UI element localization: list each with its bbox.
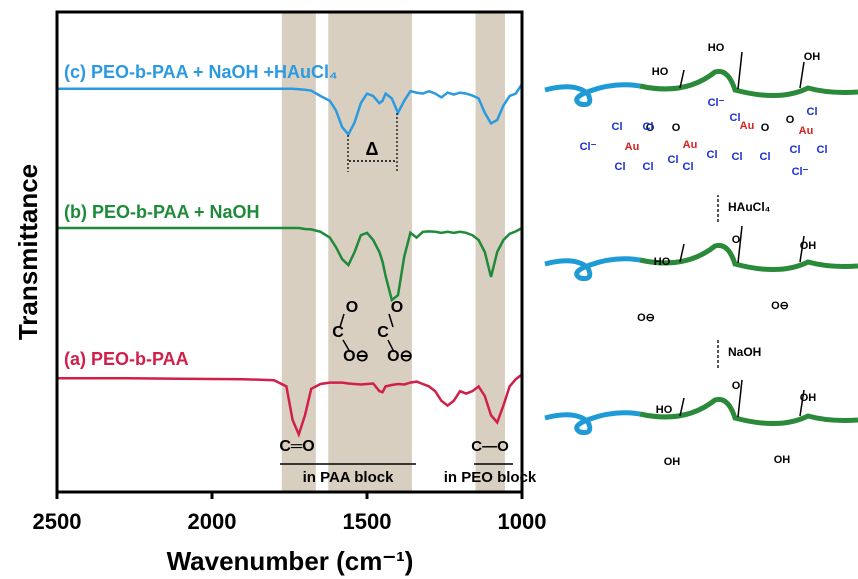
- scheme-label: Cl⁻: [580, 141, 597, 153]
- x-tick-label: 1500: [343, 509, 392, 534]
- annotation: in PAA block: [303, 469, 395, 486]
- side-group: [738, 52, 742, 89]
- series-label: (a) PEO-b-PAA: [64, 349, 189, 369]
- peo-chain: [545, 413, 640, 433]
- series-label: (c) PEO-b-PAA + NaOH +HAuCl₄: [64, 62, 338, 82]
- scheme-label: HO: [654, 256, 671, 268]
- scheme-label: Au: [625, 141, 640, 153]
- scheme-label: Cl: [615, 161, 626, 173]
- scheme-label: Cl: [760, 151, 771, 163]
- scheme-label: OH: [800, 240, 817, 252]
- x-tick-label: 2500: [33, 509, 82, 534]
- annotation: C: [332, 324, 344, 341]
- scheme-label: Cl: [790, 144, 801, 156]
- side-group: [800, 62, 804, 88]
- scheme-label: Cl: [730, 112, 741, 124]
- paa-chain: [640, 71, 858, 95]
- peo-chain: [545, 85, 640, 105]
- scheme-label: O: [761, 122, 770, 134]
- annotation: O⊖: [387, 348, 413, 365]
- scheme-label: O⊖: [637, 312, 655, 324]
- scheme-label: Cl: [817, 144, 828, 156]
- scheme-label: OH: [664, 456, 681, 468]
- scheme-label: Au: [799, 125, 814, 137]
- band: [476, 12, 505, 492]
- band: [282, 12, 316, 492]
- scheme-label: HO: [656, 404, 673, 416]
- scheme-label: O: [672, 122, 681, 134]
- scheme-label: HO: [708, 42, 725, 54]
- scheme-label: Cl: [707, 149, 718, 161]
- band: [328, 12, 412, 492]
- annotation: Δ: [366, 139, 379, 159]
- scheme-label: HO: [652, 66, 669, 78]
- x-tick-label: 1000: [498, 509, 547, 534]
- scheme-label: Cl⁻: [708, 97, 725, 109]
- annotation: in PEO block: [444, 469, 537, 486]
- scheme-label: Au: [740, 120, 755, 132]
- scheme-label: Au: [683, 139, 698, 151]
- annotation: O⊖: [343, 348, 369, 365]
- annotation: C═O: [279, 438, 314, 455]
- reagent: HAuCl₄: [728, 200, 771, 214]
- scheme-label: Cl: [643, 121, 654, 133]
- figure: Transmittance Wavenumber (cm⁻¹) 2500 2000…: [0, 0, 858, 579]
- paa-chain: [640, 245, 858, 269]
- annotation: O: [391, 299, 403, 316]
- scheme-label: OH: [804, 51, 821, 63]
- x-tick-label: 2000: [188, 509, 237, 534]
- scheme-label: Cl⁻: [792, 166, 809, 178]
- scheme-label: O: [732, 234, 741, 246]
- annotation: O: [346, 299, 358, 316]
- annotation: C—O: [471, 438, 509, 455]
- scheme-label: OH: [800, 392, 817, 404]
- y-axis-label: Transmittance: [13, 164, 43, 340]
- peo-chain: [545, 259, 640, 279]
- scheme-label: O⊖: [771, 300, 789, 312]
- scheme-label: O: [786, 114, 795, 126]
- scheme-label: Cl: [807, 106, 818, 118]
- scheme-label: Cl: [683, 161, 694, 173]
- scheme-label: Cl: [668, 154, 679, 166]
- x-axis-label: Wavenumber (cm⁻¹): [167, 546, 414, 576]
- paa-chain: [640, 399, 858, 423]
- scheme-label: Cl: [732, 151, 743, 163]
- scheme-label: OH: [774, 454, 791, 466]
- scheme-label: Cl: [612, 121, 623, 133]
- annotation: C: [377, 324, 389, 341]
- series-label: (b) PEO-b-PAA + NaOH: [64, 202, 260, 222]
- reagent: NaOH: [728, 345, 761, 359]
- scheme-label: O: [732, 380, 741, 392]
- scheme-label: Cl: [643, 161, 654, 173]
